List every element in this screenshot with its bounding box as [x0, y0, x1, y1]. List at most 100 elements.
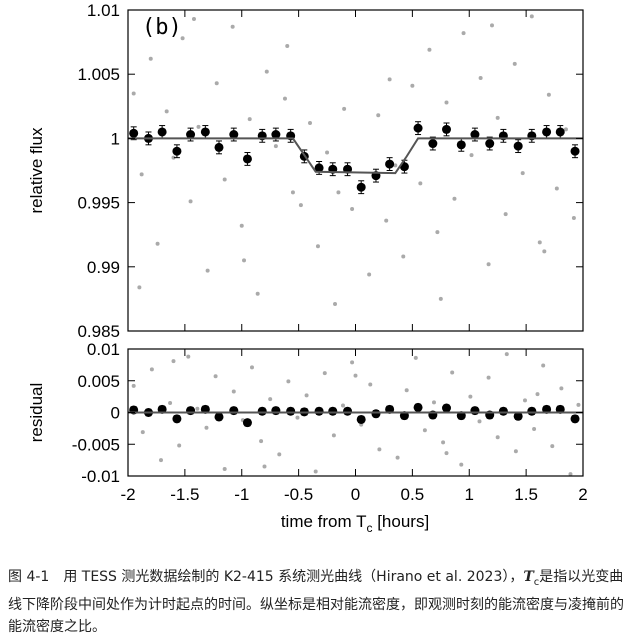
x-tick-label: 0.5	[401, 485, 425, 504]
binned-point	[314, 406, 324, 416]
data-point	[537, 240, 542, 245]
caption-symbol: T	[523, 569, 534, 585]
x-tick-label: 0	[351, 485, 360, 504]
x-label-sub: c	[366, 521, 372, 535]
data-point	[550, 444, 555, 449]
x-tick-label: 2	[578, 485, 587, 504]
data-point	[427, 47, 432, 52]
binned-point	[242, 154, 252, 164]
data-point	[273, 144, 278, 149]
caption-symbol-sub: c	[533, 576, 540, 588]
data-point	[313, 469, 318, 474]
data-point	[249, 365, 254, 370]
data-point	[393, 163, 398, 168]
data-point	[242, 258, 247, 263]
binned-point	[371, 409, 381, 419]
data-point	[262, 464, 267, 469]
data-point	[205, 268, 210, 273]
data-point	[486, 262, 491, 267]
data-point	[308, 120, 312, 125]
data-point	[469, 153, 474, 158]
data-point	[522, 398, 527, 403]
y-tick-label: 1.01	[87, 1, 120, 20]
data-point	[559, 386, 564, 391]
data-point	[444, 451, 449, 456]
x-tick-label: -0.5	[284, 485, 313, 504]
data-point	[331, 433, 336, 438]
binned-point	[172, 146, 182, 156]
y-tick-label: -0.01	[81, 467, 120, 486]
data-point	[222, 467, 227, 472]
data-point	[422, 428, 427, 433]
binned-point	[286, 406, 296, 416]
data-point	[532, 427, 537, 432]
binned-point	[413, 402, 423, 412]
binned-point	[456, 140, 466, 150]
data-point	[468, 394, 473, 399]
y-tick-label: 0.005	[77, 372, 120, 391]
data-point	[404, 388, 409, 393]
data-point	[204, 425, 209, 430]
data-point	[155, 241, 160, 246]
data-point	[298, 203, 303, 208]
data-point	[259, 439, 264, 444]
binned-point	[570, 414, 580, 424]
data-point	[247, 117, 252, 122]
binned-point	[356, 414, 366, 424]
binned-point	[413, 123, 423, 133]
data-point	[268, 397, 273, 402]
y-axis-label: relative flux	[27, 127, 46, 213]
data-point	[231, 389, 236, 394]
data-point	[340, 403, 345, 408]
data-point	[367, 272, 372, 277]
binned-point	[129, 128, 139, 138]
data-point	[164, 109, 169, 114]
figure: time from Tc [hours] 0.985 0.99 0.995 1 1.00…	[27, 1, 588, 535]
data-point	[401, 254, 406, 259]
data-point	[452, 196, 457, 201]
data-point	[282, 96, 287, 101]
y-tick-label: 0.99	[87, 258, 120, 277]
data-point	[395, 455, 400, 460]
binned-point	[356, 182, 366, 192]
data-point	[520, 171, 525, 176]
data-point	[512, 61, 517, 66]
data-point	[213, 374, 218, 379]
y-tick-label: 1.005	[77, 65, 120, 84]
plot-area	[128, 14, 583, 307]
data-point	[350, 207, 355, 212]
x-tick-label: 1.5	[514, 485, 538, 504]
data-point	[149, 367, 154, 372]
plot-area	[128, 352, 583, 476]
data-point	[315, 244, 320, 249]
data-point	[413, 355, 418, 360]
data-point	[322, 371, 327, 376]
data-point	[304, 393, 309, 398]
data-point	[188, 199, 193, 204]
data-point	[325, 150, 330, 155]
data-point	[350, 360, 355, 365]
data-point	[418, 181, 423, 186]
data-point	[131, 383, 136, 388]
data-point	[158, 458, 163, 463]
data-point	[503, 212, 508, 217]
binned-point	[229, 130, 239, 140]
y-tick-label: 0.995	[77, 194, 120, 213]
binned-point	[200, 127, 210, 137]
data-point	[546, 92, 551, 97]
data-point	[353, 373, 358, 378]
binned-point	[242, 418, 252, 428]
data-point	[410, 83, 415, 88]
data-point	[230, 24, 235, 29]
data-point	[191, 16, 196, 21]
y-tick-label: -0.005	[72, 435, 120, 454]
data-point	[222, 177, 227, 182]
binned-point	[271, 130, 281, 140]
binned-point	[542, 127, 552, 137]
binned-point	[314, 163, 324, 173]
binned-point	[570, 146, 580, 156]
x-label-text: time from T	[281, 512, 367, 531]
data-point	[171, 155, 176, 160]
data-point	[571, 216, 576, 221]
